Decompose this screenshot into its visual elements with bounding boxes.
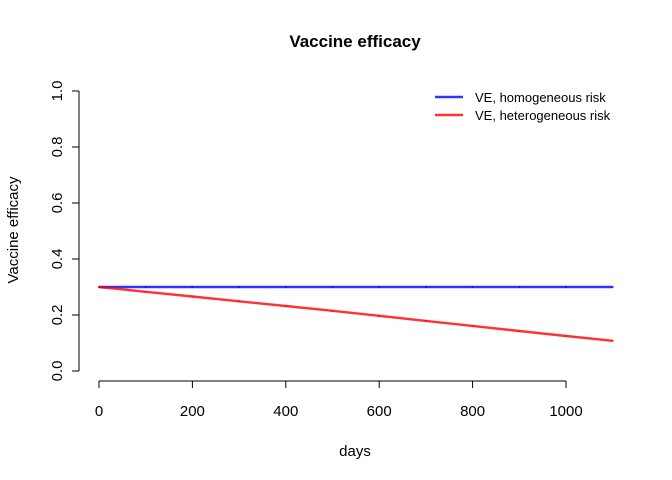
series-point-1 [564, 285, 568, 289]
series-point-1 [518, 285, 521, 289]
series-line-2 [98, 285, 613, 342]
legend-label-2: VE, heterogeneous risk [475, 108, 611, 123]
y-tick-label: 0.6 [49, 193, 66, 214]
series-point-2 [144, 290, 147, 293]
plot-series [97, 285, 614, 342]
series-point-2 [378, 314, 381, 317]
y-tick-label: 0.8 [49, 137, 66, 158]
y-tick-label: 0.0 [49, 361, 66, 382]
series-point-2 [238, 300, 241, 303]
y-axis-label: Vaccine efficacy [5, 176, 22, 283]
y-axis: 0.0 0.2 0.4 0.6 0.8 1.0 [49, 81, 80, 382]
y-tick-label: 0.4 [49, 249, 66, 270]
series-point-2 [564, 334, 568, 338]
series-point-1 [424, 285, 427, 289]
series-point-2 [471, 324, 474, 328]
legend-label-1: VE, homogeneous risk [475, 90, 606, 105]
y-tick-label: 0.2 [49, 305, 66, 326]
x-tick-label: 800 [460, 403, 485, 420]
series-point-1 [144, 285, 147, 289]
x-tick-label: 600 [367, 403, 392, 420]
chart-title: Vaccine efficacy [289, 32, 421, 51]
x-axis-label: days [339, 443, 371, 460]
series-point-1 [284, 285, 287, 289]
series-point-2 [191, 295, 194, 298]
series-point-1 [471, 285, 474, 289]
series-point-2 [331, 309, 334, 312]
series-point-2 [518, 329, 521, 333]
series-point-2 [97, 285, 101, 289]
series-point-1 [238, 285, 241, 289]
series-point-2 [424, 319, 427, 322]
y-tick-label: 1.0 [49, 81, 66, 102]
x-tick-label: 200 [180, 403, 205, 420]
x-tick-label: 400 [273, 403, 298, 420]
series-point-2 [611, 339, 614, 342]
x-tick-label: 1000 [549, 403, 582, 420]
series-point-1 [331, 285, 334, 289]
series-point-1 [191, 285, 194, 289]
x-axis: 0 200 400 600 800 1000 [95, 380, 583, 420]
series-point-1 [611, 285, 614, 289]
x-tick-label: 0 [95, 403, 103, 420]
series-point-2 [284, 304, 287, 308]
series-point-1 [378, 285, 381, 289]
legend: VE, homogeneous risk VE, heterogeneous ri… [435, 90, 611, 123]
